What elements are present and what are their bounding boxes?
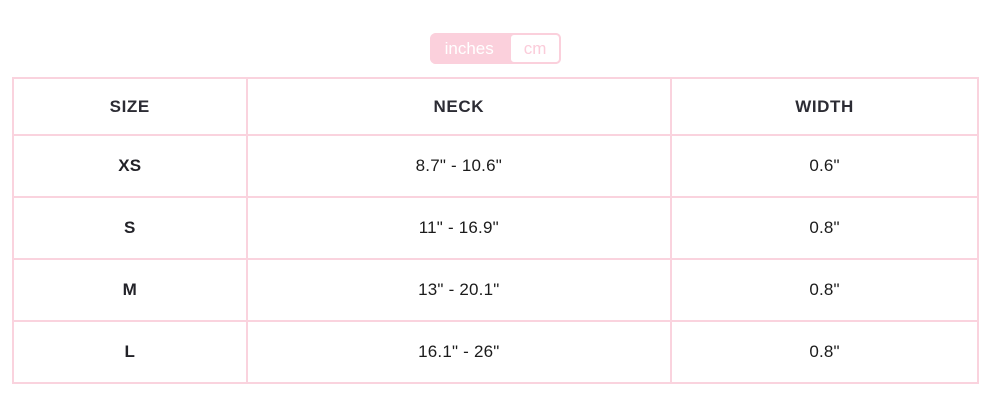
table-row: S 11" - 16.9" 0.8" [12, 196, 979, 260]
table-header-row: SIZE NECK WIDTH [12, 77, 979, 136]
width-value: 0.8" [670, 196, 979, 260]
width-value: 0.8" [670, 258, 979, 322]
width-value: 0.6" [670, 134, 979, 198]
toggle-option-cm[interactable]: cm [508, 33, 562, 64]
header-size: SIZE [12, 77, 248, 136]
size-value: S [12, 196, 248, 260]
header-width: WIDTH [670, 77, 979, 136]
neck-value: 8.7" - 10.6" [245, 134, 673, 198]
size-chart-table: SIZE NECK WIDTH XS 8.7" - 10.6" 0.6" S 1… [12, 77, 979, 384]
width-value: 0.8" [670, 320, 979, 384]
table-row: L 16.1" - 26" 0.8" [12, 320, 979, 384]
unit-toggle-container: inches cm [0, 0, 991, 64]
neck-value: 11" - 16.9" [245, 196, 673, 260]
size-value: M [12, 258, 248, 322]
header-neck: NECK [245, 77, 673, 136]
unit-toggle: inches cm [429, 33, 562, 64]
table-row: M 13" - 20.1" 0.8" [12, 258, 979, 322]
size-value: L [12, 320, 248, 384]
size-chart-container: SIZE NECK WIDTH XS 8.7" - 10.6" 0.6" S 1… [0, 64, 991, 384]
size-value: XS [12, 134, 248, 198]
table-row: XS 8.7" - 10.6" 0.6" [12, 134, 979, 198]
toggle-option-inches[interactable]: inches [429, 33, 509, 64]
neck-value: 13" - 20.1" [245, 258, 673, 322]
neck-value: 16.1" - 26" [245, 320, 673, 384]
